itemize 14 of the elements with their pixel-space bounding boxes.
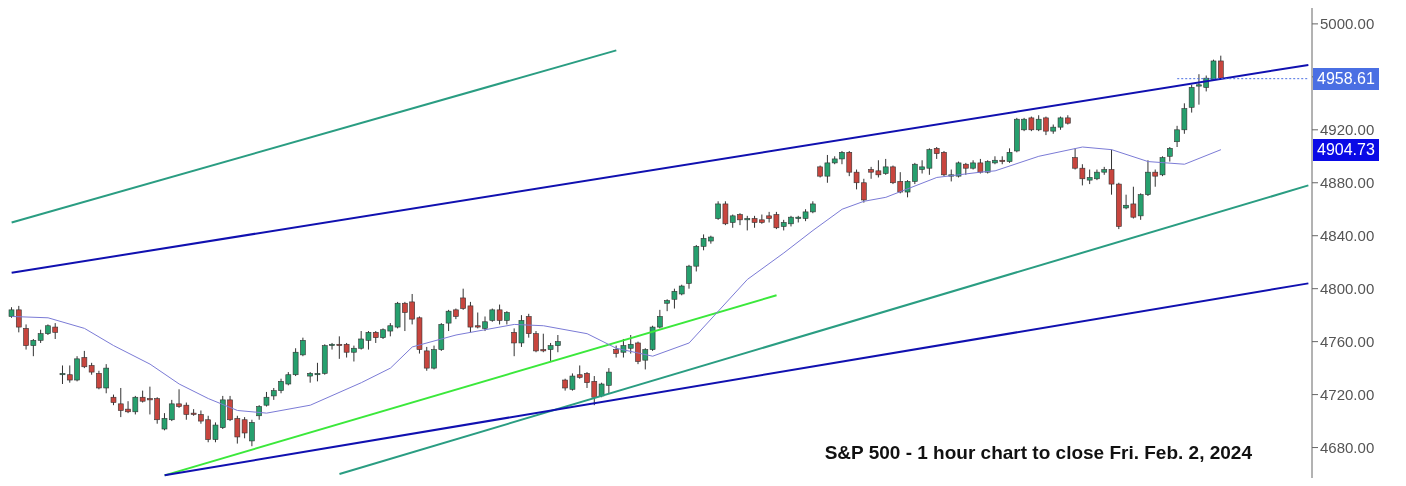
y-tick-label: 4800.00 xyxy=(1320,280,1375,297)
y-tick-label: 4720.00 xyxy=(1320,385,1375,403)
y-tick-label: 4920.00 xyxy=(1320,121,1375,139)
ref-line-label: 4958.61 xyxy=(1313,67,1379,90)
line-series xyxy=(11,146,1222,414)
y-tick-label: 5000.00 xyxy=(1320,15,1375,33)
y-tick-label: 4760.00 xyxy=(1320,332,1375,350)
annotation: S&P 500 - 1 hour chart to close Fri. Feb. 2, 2024 xyxy=(824,442,1252,464)
y-tick-label: 4840.00 xyxy=(1320,227,1375,245)
text: 4904.73 xyxy=(1313,138,1379,161)
y-tick-label: 4880.00 xyxy=(1320,174,1375,192)
candlestick xyxy=(664,298,670,312)
y-tick-label: 4680.00 xyxy=(1320,438,1375,456)
candlestick xyxy=(1188,84,1195,114)
